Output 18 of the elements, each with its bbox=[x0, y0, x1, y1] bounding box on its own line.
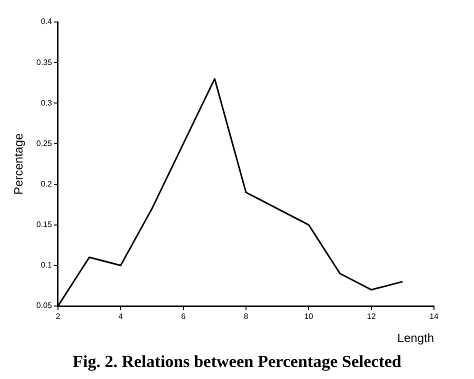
y-axis-title: Percentage bbox=[12, 132, 26, 195]
x-tick-label: 8 bbox=[244, 312, 249, 322]
y-tick-label: 0.4 bbox=[40, 17, 53, 26]
x-tick-label: 12 bbox=[366, 312, 376, 322]
y-tick-label: 0.25 bbox=[36, 138, 53, 148]
y-tick-label: 0.1 bbox=[40, 260, 53, 270]
x-tick-label: 10 bbox=[304, 312, 314, 322]
y-tick-label: 0.15 bbox=[36, 220, 53, 230]
caption: Fig. 2. Relations between Percentage Selected bbox=[72, 352, 402, 372]
x-tick-label: 14 bbox=[430, 312, 439, 322]
x-tick-label: 2 bbox=[56, 312, 61, 322]
y-tick-label: 0.3 bbox=[40, 98, 53, 108]
y-tick-label: 0.2 bbox=[40, 179, 53, 188]
y-tick-label: 0.05 bbox=[36, 301, 53, 310]
x-axis-title: Length bbox=[397, 331, 434, 346]
x-tick-label: 4 bbox=[118, 312, 124, 322]
x-tick-label: 6 bbox=[181, 312, 186, 322]
y-tick-label: 0.35 bbox=[36, 58, 53, 67]
